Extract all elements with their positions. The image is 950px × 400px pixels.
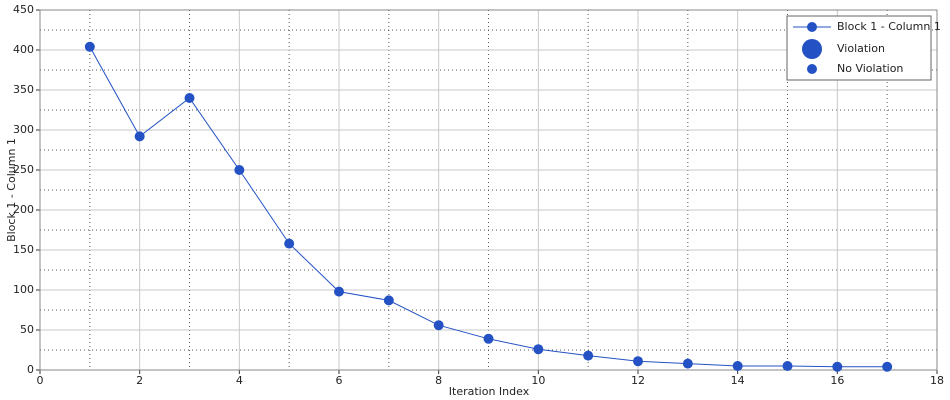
x-tick-label: 14 bbox=[731, 374, 745, 387]
x-tick-label: 18 bbox=[930, 374, 944, 387]
data-point bbox=[483, 333, 494, 344]
y-tick-label: 50 bbox=[20, 323, 34, 336]
x-tick-label: 12 bbox=[631, 374, 645, 387]
legend-label: Violation bbox=[837, 42, 885, 55]
legend-marker bbox=[807, 22, 817, 32]
y-tick-label: 350 bbox=[13, 83, 34, 96]
y-tick-label: 300 bbox=[13, 123, 34, 136]
legend-marker bbox=[802, 39, 822, 59]
x-axis-label: Iteration Index bbox=[449, 385, 530, 398]
data-point bbox=[184, 93, 195, 103]
legend-label: No Violation bbox=[837, 62, 903, 75]
y-axis-label: Block 1 - Column 1 bbox=[5, 138, 18, 242]
y-tick-label: 400 bbox=[13, 43, 34, 56]
y-tick-label: 150 bbox=[13, 243, 34, 256]
x-tick-label: 4 bbox=[236, 374, 243, 387]
data-point bbox=[234, 165, 245, 175]
data-point bbox=[732, 361, 743, 371]
y-tick-label: 100 bbox=[13, 283, 34, 296]
data-point bbox=[84, 41, 95, 52]
data-point bbox=[682, 358, 693, 369]
data-point bbox=[533, 344, 544, 355]
legend-label: Block 1 - Column 1 bbox=[837, 20, 941, 33]
data-point bbox=[633, 356, 643, 367]
y-tick-label: 250 bbox=[13, 163, 34, 176]
data-point bbox=[134, 131, 145, 142]
data-point bbox=[284, 238, 295, 249]
data-point bbox=[583, 350, 594, 361]
x-tick-label: 6 bbox=[336, 374, 343, 387]
data-point bbox=[832, 361, 843, 372]
y-tick-label: 450 bbox=[13, 3, 34, 16]
x-tick-label: 8 bbox=[435, 374, 442, 387]
data-point bbox=[433, 320, 444, 331]
legend-marker bbox=[807, 64, 817, 74]
data-point bbox=[334, 286, 344, 297]
x-tick-label: 2 bbox=[136, 374, 143, 387]
x-tick-label: 16 bbox=[830, 374, 844, 387]
data-point bbox=[782, 361, 793, 371]
x-tick-label: 10 bbox=[531, 374, 545, 387]
data-point bbox=[882, 361, 893, 372]
y-tick-label: 0 bbox=[27, 363, 34, 376]
plot-frame bbox=[39, 9, 938, 371]
x-tick-label: 0 bbox=[37, 374, 44, 387]
y-tick-label: 200 bbox=[13, 203, 34, 216]
data-point bbox=[383, 295, 394, 306]
